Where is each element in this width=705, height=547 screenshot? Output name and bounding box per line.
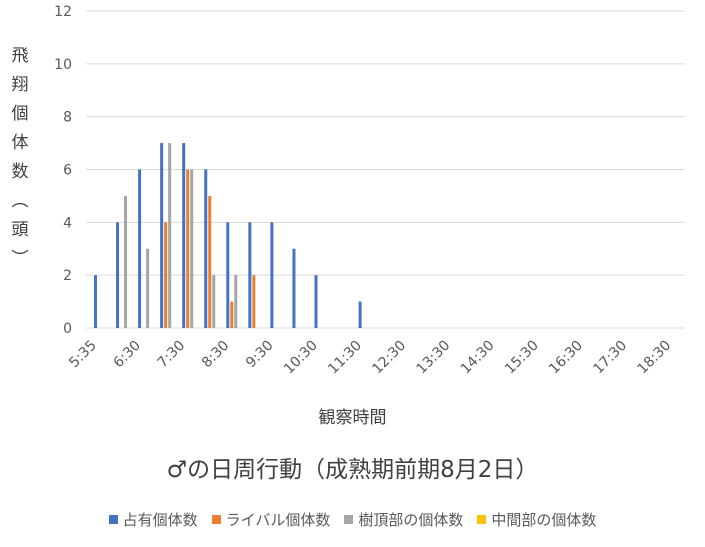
bar bbox=[292, 248, 296, 328]
bar bbox=[160, 143, 164, 328]
x-tick-label: 12:30 bbox=[369, 338, 409, 378]
bar bbox=[168, 143, 172, 328]
y-axis-label-char: 数 bbox=[11, 162, 29, 182]
x-tick-label: 7:30 bbox=[155, 338, 189, 372]
bar bbox=[124, 195, 128, 328]
bar bbox=[248, 222, 252, 328]
y-tick-label: 0 bbox=[63, 321, 72, 337]
bar bbox=[146, 248, 150, 328]
x-tick-label: 15:30 bbox=[502, 338, 542, 378]
legend-label: 樹頂部の個体数 bbox=[358, 511, 464, 529]
y-axis-label-char: 翔 bbox=[11, 75, 29, 95]
x-tick-label: 8:30 bbox=[199, 338, 233, 372]
bar bbox=[186, 169, 190, 328]
bar bbox=[208, 195, 212, 328]
chart-title: ♂の日周行動（成熟期前期8月2日） bbox=[166, 457, 539, 483]
legend-label: ライバル個体数 bbox=[225, 511, 331, 529]
y-axis-label-char: 個 bbox=[11, 104, 29, 124]
bar bbox=[212, 275, 216, 328]
y-tick-label: 8 bbox=[63, 110, 72, 126]
y-tick-label: 6 bbox=[63, 163, 72, 179]
bar bbox=[358, 301, 362, 328]
y-axis-label-char: 飛 bbox=[11, 46, 29, 66]
x-tick-label: 11:30 bbox=[325, 338, 365, 378]
x-tick-label: 6:30 bbox=[110, 338, 144, 372]
bar bbox=[234, 275, 238, 328]
x-tick-label: 17:30 bbox=[590, 338, 630, 378]
bar bbox=[94, 275, 97, 328]
x-tick-label: 10:30 bbox=[281, 338, 321, 378]
legend-swatch bbox=[108, 515, 118, 524]
y-tick-label: 4 bbox=[63, 215, 72, 231]
bar bbox=[182, 143, 186, 328]
y-tick-label: 2 bbox=[63, 268, 72, 284]
x-tick-label: 16:30 bbox=[546, 338, 586, 378]
x-axis-label: 観察時間 bbox=[318, 408, 387, 428]
x-tick-label: 5:35 bbox=[66, 338, 100, 372]
bar bbox=[116, 222, 120, 328]
legend-swatch bbox=[477, 515, 487, 524]
y-axis-label-char: 体 bbox=[11, 133, 29, 153]
y-axis-label-char: ︶ bbox=[11, 249, 29, 269]
legend-label: 占有個体数 bbox=[122, 511, 198, 529]
bar bbox=[164, 222, 168, 328]
legend-item: 占有個体数 bbox=[108, 509, 198, 530]
legend-item: 樹頂部の個体数 bbox=[344, 509, 463, 530]
bar bbox=[226, 222, 230, 328]
legend-item: ライバル個体数 bbox=[211, 509, 331, 530]
bar bbox=[314, 275, 318, 328]
bar bbox=[204, 169, 208, 328]
x-tick-label: 9:30 bbox=[243, 338, 277, 372]
x-tick-label: 14:30 bbox=[458, 338, 498, 378]
y-axis-label-char: ︵ bbox=[11, 191, 29, 211]
legend-swatch bbox=[344, 515, 354, 524]
bar bbox=[190, 169, 194, 328]
y-tick-label: 12 bbox=[54, 4, 72, 20]
bar bbox=[230, 301, 234, 328]
legend-swatch bbox=[211, 515, 221, 524]
x-tick-label: 13:30 bbox=[414, 338, 454, 378]
x-tick-label: 18:30 bbox=[635, 338, 675, 378]
legend-item: 中間部の個体数 bbox=[477, 509, 596, 530]
y-tick-label: 10 bbox=[54, 57, 72, 73]
bar bbox=[270, 222, 274, 328]
y-axis-label-char: 頭 bbox=[11, 220, 29, 240]
bar bbox=[252, 275, 256, 328]
legend-label: 中間部の個体数 bbox=[491, 511, 597, 529]
y-axis-label: 飛翔個体数 ︵ 頭 ︶ bbox=[8, 42, 32, 274]
legend: 占有個体数 ライバル個体数 樹頂部の個体数 中間部の個体数 bbox=[0, 509, 705, 530]
bar bbox=[138, 169, 142, 328]
